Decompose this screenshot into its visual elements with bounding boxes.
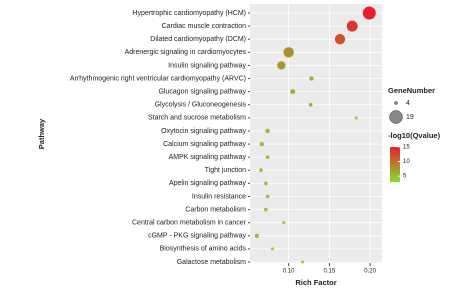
y-tick-label: Apelin signaling pathway bbox=[169, 180, 247, 187]
y-tick-label: AMPK signaling pathway bbox=[169, 154, 247, 161]
y-tick-label: Galactose metabolism bbox=[177, 259, 246, 266]
y-tick-label: Starch and sucrose metabolism bbox=[148, 115, 246, 122]
y-tick-label: Glycolysis / Gluconeogenesis bbox=[155, 102, 247, 109]
point bbox=[270, 247, 274, 251]
point bbox=[301, 260, 305, 264]
point bbox=[277, 61, 286, 70]
colorbar-label: 10 bbox=[403, 159, 410, 165]
point bbox=[265, 155, 270, 159]
size-legend-key bbox=[394, 101, 398, 105]
point bbox=[334, 34, 346, 45]
y-tick-label: Adrenergic signaling in cardiomyocytes bbox=[125, 49, 247, 56]
point bbox=[309, 76, 314, 81]
size-legend-key bbox=[389, 110, 403, 124]
y-tick-label: Insulin resistance bbox=[192, 193, 246, 200]
point bbox=[264, 207, 268, 212]
x-axis-title: Rich Factor bbox=[295, 278, 336, 287]
point bbox=[265, 128, 270, 134]
y-tick-label: Arrhythmogenic right ventricular cardiom… bbox=[70, 75, 246, 82]
y-tick-label: Insulin signaling pathway bbox=[168, 62, 246, 69]
y-tick-label: Tight junction bbox=[205, 167, 246, 174]
x-tick-label: 0.10 bbox=[283, 269, 295, 275]
y-tick-label: Cardiac muscle contraction bbox=[162, 23, 247, 30]
point bbox=[265, 194, 270, 199]
x-tick-label: 0.15 bbox=[324, 269, 336, 275]
y-axis-title: Pathway bbox=[37, 118, 46, 149]
size-legend-title: GeneNumber bbox=[388, 86, 435, 95]
point bbox=[362, 6, 376, 20]
point bbox=[346, 20, 358, 32]
x-tick-label: 0.20 bbox=[364, 269, 376, 275]
y-tick-label: Carbon metabolism bbox=[185, 206, 246, 213]
size-legend-label: 19 bbox=[406, 114, 414, 121]
y-tick-label: Calcium signaling pathway bbox=[163, 141, 246, 148]
y-tick-label: Central carbon metabolism in cancer bbox=[132, 220, 247, 227]
y-tick-label: Glucagon signaling pathway bbox=[158, 88, 246, 95]
point bbox=[259, 141, 264, 147]
y-tick-label: Hypertrophic cardiomyopathy (HCM) bbox=[132, 10, 246, 17]
size-legend-label: 4 bbox=[406, 100, 410, 107]
colorbar-label: 5 bbox=[403, 174, 407, 180]
point bbox=[308, 102, 313, 107]
colorbar-label: 15 bbox=[403, 145, 410, 151]
colorbar bbox=[390, 147, 400, 182]
y-tick-label: Dilated cardiomyopathy (DCM) bbox=[150, 36, 246, 43]
point bbox=[290, 89, 296, 95]
y-tick-label: Oxytocin signaling pathway bbox=[161, 128, 246, 135]
point bbox=[282, 221, 286, 225]
y-tick-label: Biosynthesis of amino acids bbox=[160, 246, 247, 253]
y-tick-label: cGMP - PKG signaling pathway bbox=[148, 233, 246, 240]
color-legend-title: -log10(Qvalue) bbox=[388, 131, 441, 140]
point bbox=[254, 233, 260, 238]
point bbox=[259, 168, 263, 173]
point bbox=[354, 116, 358, 120]
point bbox=[283, 47, 294, 58]
plot-panel bbox=[250, 4, 382, 263]
point bbox=[264, 181, 268, 186]
